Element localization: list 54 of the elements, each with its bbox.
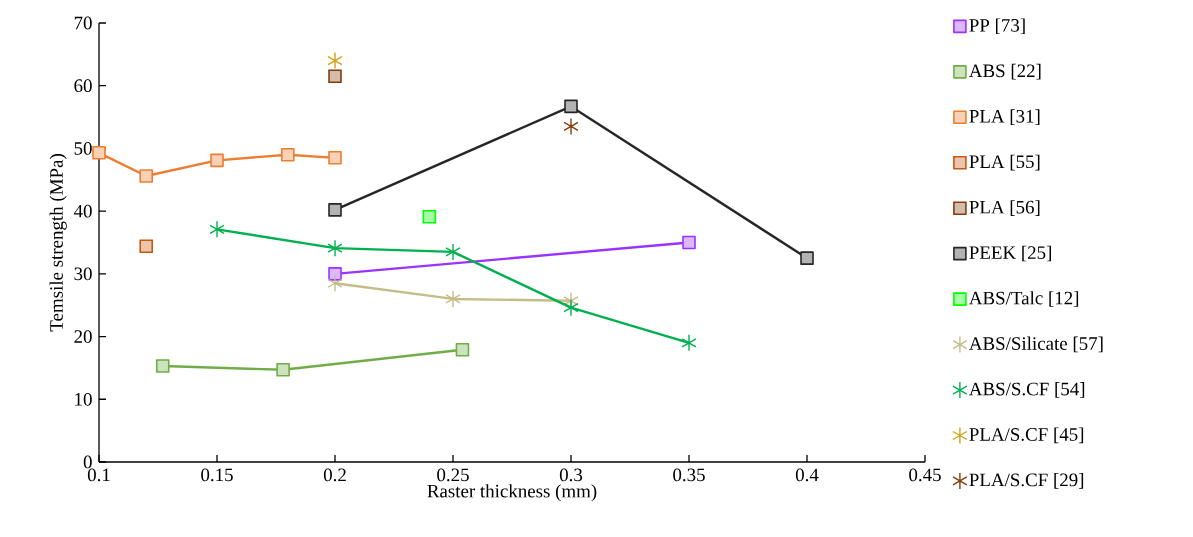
- point: [327, 274, 343, 292]
- point: [681, 334, 697, 352]
- y-axis-title: Temsile strength (MPa): [49, 154, 67, 332]
- point: [563, 117, 579, 136]
- point: [92, 146, 106, 160]
- point: [276, 363, 290, 377]
- point: [445, 243, 461, 261]
- point: [281, 147, 295, 162]
- point: [328, 203, 342, 217]
- point: [564, 99, 578, 114]
- x-tick-label: 0.25: [437, 468, 469, 482]
- point: [328, 267, 342, 281]
- x-tick-label: 0.2: [323, 468, 346, 482]
- y-tick-label: 20: [74, 330, 92, 343]
- legend-label: PLA [55]: [969, 154, 1040, 171]
- y-tick-label: 50: [74, 142, 92, 155]
- point: [327, 239, 343, 257]
- legend-label: ABS/S.CF [54]: [969, 382, 1085, 398]
- point: [139, 239, 154, 254]
- point: [328, 69, 342, 84]
- x-tick-label: 0.35: [673, 468, 705, 482]
- point: [682, 235, 696, 250]
- x-axis-title: Raster thickness (mm): [427, 484, 597, 502]
- point: [209, 220, 225, 239]
- legend-label: PLA/S.CF [29]: [969, 472, 1084, 489]
- point: [155, 359, 170, 373]
- legend-label: PLA/S.CF [45]: [969, 427, 1084, 444]
- legend-label: ABS/Silicate [57]: [969, 336, 1103, 353]
- legend-label: PLA [56]: [969, 200, 1040, 216]
- y-tick-label: 0: [83, 455, 92, 469]
- y-tick-label: 10: [75, 392, 92, 406]
- legend-label: ABS/Talc [12]: [969, 291, 1079, 307]
- point: [328, 151, 342, 165]
- legend-label: PP [73]: [969, 18, 1025, 35]
- x-tick-label: 0.1: [87, 468, 110, 482]
- x-tick-label: 0.3: [559, 468, 583, 482]
- legend-label: PLA [31]: [969, 109, 1040, 125]
- x-tick-label: 0.4: [795, 468, 819, 482]
- point: [455, 342, 470, 357]
- point: [139, 169, 154, 183]
- point: [800, 251, 814, 265]
- point: [327, 51, 343, 70]
- y-tick-label: 30: [74, 267, 92, 281]
- point: [445, 290, 461, 308]
- x-tick-label: 0.15: [201, 468, 233, 482]
- point: [563, 299, 579, 317]
- y-tick-label: 60: [74, 79, 92, 93]
- point: [422, 209, 437, 224]
- legend-label: PEEK [25]: [969, 245, 1051, 262]
- point: [210, 153, 224, 168]
- x-tick-label: 0.45: [909, 468, 941, 482]
- y-tick-label: 40: [73, 204, 92, 218]
- y-tick-label: 70: [74, 16, 92, 30]
- legend-label: ABS [22]: [969, 63, 1041, 80]
